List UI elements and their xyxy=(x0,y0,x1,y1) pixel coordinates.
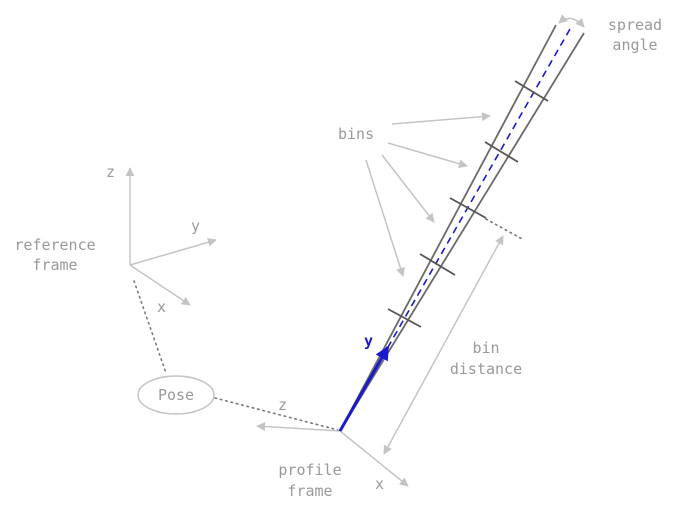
pose-to-reference-link xyxy=(133,280,167,374)
bins-pointer xyxy=(391,112,491,125)
bins-label: bins xyxy=(338,125,374,143)
bin-distance-label-line1: bin xyxy=(472,339,499,357)
pose-ellipse xyxy=(137,375,215,415)
reference-y-axis xyxy=(129,237,217,266)
pose-label: Pose xyxy=(158,386,194,404)
bin-tick xyxy=(484,141,519,163)
spread-angle-arc xyxy=(558,14,585,28)
bins-pointer xyxy=(387,142,468,169)
reference-x-axis xyxy=(129,264,191,306)
bins-pointer xyxy=(381,154,435,223)
reference-frame-label-line2: frame xyxy=(32,256,77,274)
bin-tick xyxy=(514,80,549,102)
reference-y-label: y xyxy=(191,217,200,235)
beam-right-edge xyxy=(339,32,585,432)
spread-angle-annotation: spread angle xyxy=(558,14,662,54)
profile-y-axis xyxy=(338,345,390,432)
bin-distance-extension xyxy=(485,218,525,241)
bins-pointer xyxy=(365,159,405,277)
reference-frame: z y x reference frame xyxy=(14,163,217,316)
profile-x-axis xyxy=(339,430,409,487)
spread-angle-label-line1: spread xyxy=(608,16,662,34)
pose-to-profile-link xyxy=(214,397,339,431)
reference-z-label: z xyxy=(106,163,115,181)
reference-x-label: x xyxy=(157,298,166,316)
profile-frame-label-line1: profile xyxy=(278,461,341,479)
profile-y-label: y xyxy=(364,332,373,350)
bin-distance-annotation: bin distance xyxy=(383,218,525,455)
profile-z-label: z xyxy=(278,396,287,414)
bin-distance-label-line2: distance xyxy=(450,360,522,378)
bins-callout: bins xyxy=(338,112,491,277)
reference-frame-label-line1: reference xyxy=(14,236,95,254)
profile-frame: z x profile frame xyxy=(256,396,409,500)
spread-angle-label-line2: angle xyxy=(612,36,657,54)
profile-frame-label-line2: frame xyxy=(287,482,332,500)
pose-node: Pose xyxy=(133,280,339,431)
profile-x-label: x xyxy=(375,475,384,493)
beam-left-edge xyxy=(339,24,557,432)
bin-distance-arrow xyxy=(383,235,504,455)
profile-z-axis xyxy=(256,421,341,432)
bin-tick xyxy=(449,197,487,219)
